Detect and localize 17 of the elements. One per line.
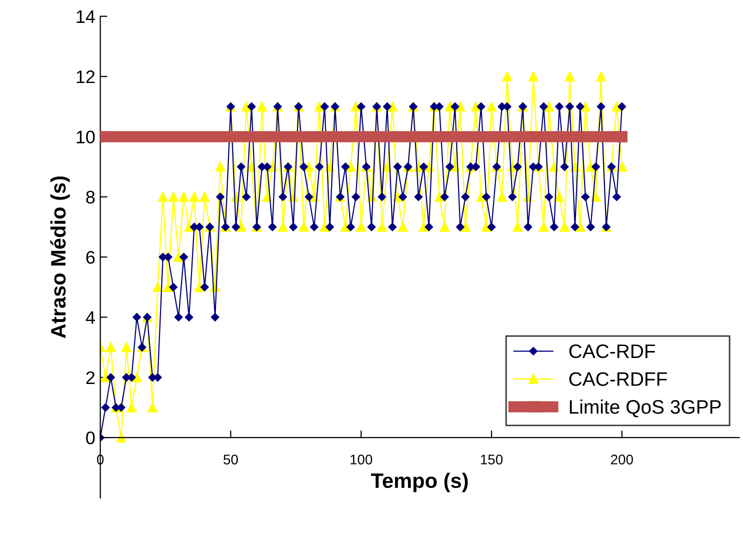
- x-tick-label: 50: [224, 454, 238, 464]
- y-tick-label: 2: [86, 371, 95, 384]
- y-tick-label: 4: [86, 311, 95, 324]
- x-tick-label: 150: [480, 454, 503, 464]
- y-tick-label: 10: [76, 130, 95, 144]
- y-tick-label: 0: [86, 432, 95, 444]
- legend-label: CAC-RDF: [569, 344, 656, 358]
- y-tick-label: 8: [86, 190, 95, 204]
- y-tick-label: 6: [86, 250, 95, 264]
- legend-label: CAC-RDFF: [569, 372, 667, 386]
- y-axis-title: Atraso Médio (s): [50, 176, 70, 338]
- y-tick-label: 12: [76, 70, 95, 84]
- y-tick-label: 14: [76, 10, 95, 23]
- legend-label: Limite QoS 3GPP: [570, 400, 721, 418]
- x-tick-label: 100: [350, 454, 372, 464]
- x-tick-label: 200: [611, 454, 633, 464]
- x-axis-title: Tempo (s): [371, 472, 468, 492]
